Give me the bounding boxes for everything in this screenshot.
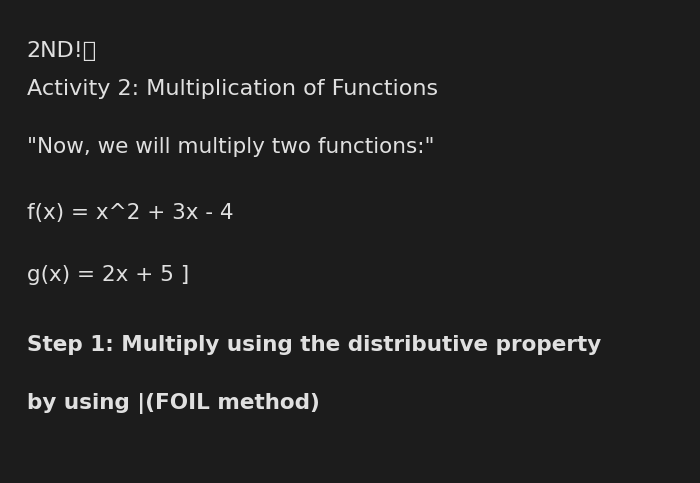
Text: Step 1: Multiply using the distributive property: Step 1: Multiply using the distributive … bbox=[27, 335, 601, 355]
Text: g(x) = 2x + 5 ]: g(x) = 2x + 5 ] bbox=[27, 265, 189, 285]
Text: Activity 2: Multiplication of Functions: Activity 2: Multiplication of Functions bbox=[27, 79, 438, 99]
Text: by using |(FOIL method): by using |(FOIL method) bbox=[27, 393, 319, 414]
Text: 2ND!🎀: 2ND!🎀 bbox=[27, 41, 97, 61]
Text: f(x) = x^2 + 3x - 4: f(x) = x^2 + 3x - 4 bbox=[27, 202, 233, 223]
Text: "Now, we will multiply two functions:": "Now, we will multiply two functions:" bbox=[27, 137, 434, 157]
